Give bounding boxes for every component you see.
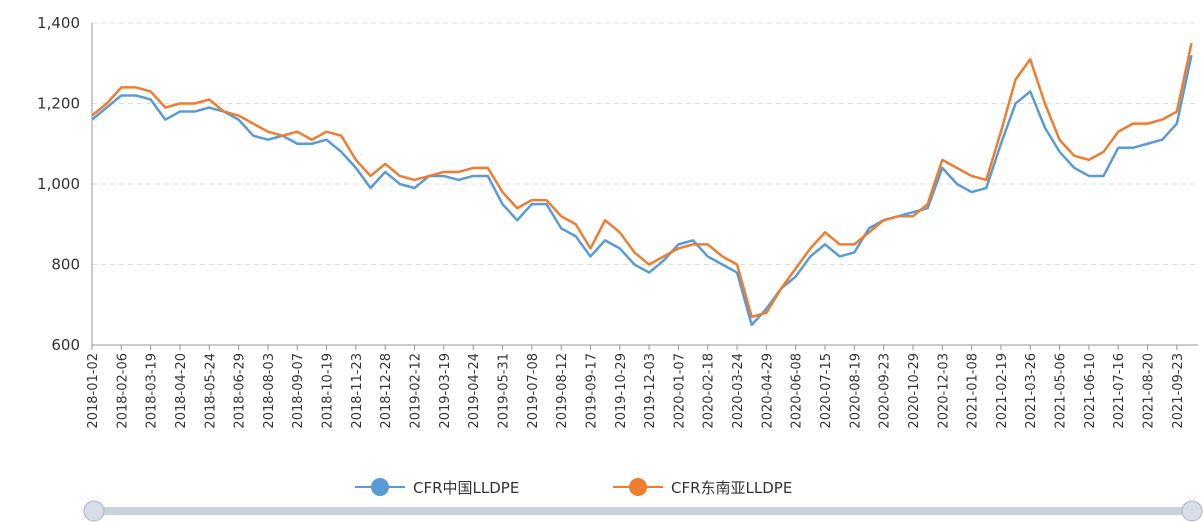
x-tick-label: 2021-07-16 [1112, 353, 1127, 429]
x-tick-label: 2018-03-19 [145, 353, 160, 429]
x-tick-label: 2021-05-06 [1054, 353, 1069, 429]
x-tick-label: 2021-01-08 [966, 353, 981, 429]
x-tick-label: 2018-09-07 [291, 353, 306, 429]
x-tick-label: 2018-10-19 [321, 353, 336, 429]
x-tick-label: 2020-04-29 [760, 353, 775, 429]
legend-label: CFR东南亚LLDPE [671, 479, 792, 497]
y-tick-label: 1,200 [37, 95, 80, 113]
slider-handle[interactable] [1181, 500, 1203, 522]
x-tick-label: 2021-09-23 [1171, 353, 1186, 429]
slider[interactable] [83, 500, 1203, 522]
x-tick-label: 2018-06-29 [233, 353, 248, 429]
x-tick-label: 2019-05-31 [496, 353, 511, 429]
legend-marker [629, 478, 647, 496]
legend-marker [371, 478, 389, 496]
x-tick-label: 2019-07-08 [526, 353, 541, 429]
slider-handle[interactable] [83, 500, 105, 522]
x-tick-label: 2020-03-24 [731, 353, 746, 429]
slider-track [92, 507, 1192, 515]
y-tick-label: 800 [51, 256, 80, 274]
x-tick-label: 2019-10-29 [614, 353, 629, 429]
x-tick-label: 2021-06-10 [1083, 353, 1098, 429]
x-tick-label: 2020-06-08 [790, 353, 805, 429]
x-tick-label: 2019-02-12 [409, 353, 424, 429]
x-tick-label: 2018-08-03 [262, 353, 277, 429]
x-tick-label: 2018-11-23 [350, 353, 365, 429]
x-tick-label: 2020-01-07 [672, 353, 687, 429]
x-tick-label: 2019-03-19 [438, 353, 453, 429]
x-tick-label: 2021-02-19 [995, 353, 1010, 429]
legend-label: CFR中国LLDPE [413, 479, 519, 497]
y-tick-label: 600 [51, 336, 80, 354]
x-tick-label: 2020-12-03 [936, 353, 951, 429]
x-tick-label: 2021-03-26 [1024, 353, 1039, 429]
x-tick-label: 2020-09-23 [878, 353, 893, 429]
x-tick-label: 2020-02-18 [702, 353, 717, 429]
x-tick-label: 2018-02-06 [115, 353, 130, 429]
x-tick-label: 2020-08-19 [848, 353, 863, 429]
x-tick-label: 2018-05-24 [203, 353, 218, 429]
x-tick-label: 2018-01-02 [86, 353, 101, 429]
x-tick-label: 2020-07-15 [819, 353, 834, 429]
x-tick-label: 2018-12-28 [379, 353, 394, 429]
x-tick-label: 2019-09-17 [584, 353, 599, 429]
x-tick-label: 2019-04-24 [467, 353, 482, 429]
line-series [91, 42, 1193, 319]
x-tick-label: 2018-04-20 [174, 353, 189, 429]
x-tick-label: 2019-12-03 [643, 353, 658, 429]
y-tick-label: 1,000 [37, 175, 80, 193]
y-tick-label: 1,400 [37, 14, 80, 32]
x-tick-label: 2021-08-20 [1142, 353, 1157, 429]
x-tick-label: 2020-10-29 [907, 353, 922, 429]
x-tick-label: 2019-08-12 [555, 353, 570, 429]
line-series [91, 54, 1193, 327]
